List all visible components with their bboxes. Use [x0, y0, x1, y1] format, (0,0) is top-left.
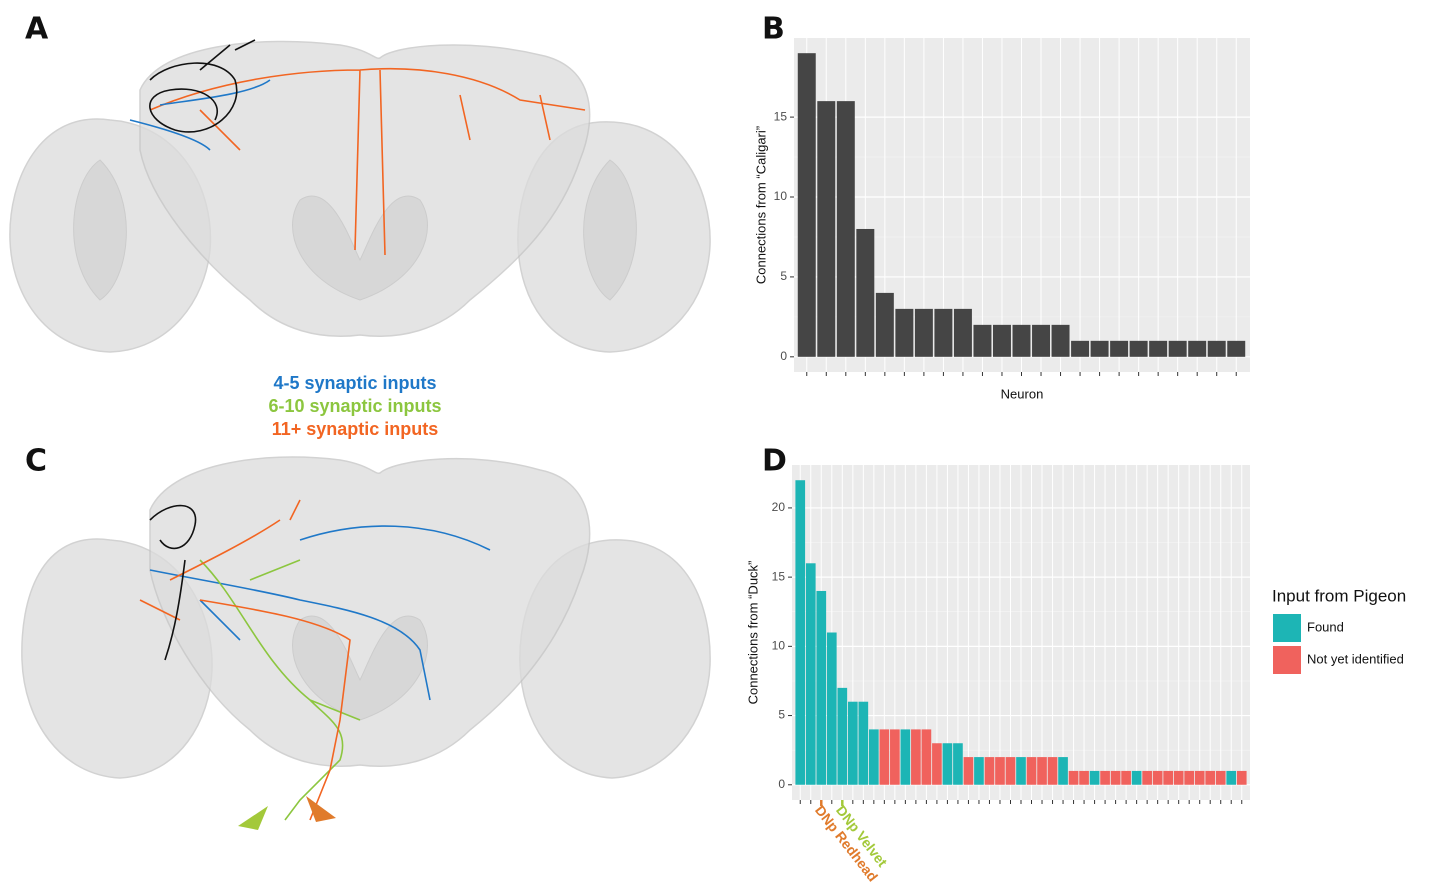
y-tick-label: 15 — [772, 569, 786, 583]
bar — [1130, 341, 1148, 357]
bar — [985, 757, 995, 785]
panel-label: B — [762, 12, 785, 47]
brain-c — [22, 457, 710, 830]
bar — [995, 757, 1005, 785]
bar — [974, 757, 984, 785]
bar — [1027, 757, 1037, 785]
bar — [1048, 757, 1058, 785]
bar — [1006, 757, 1016, 785]
bar — [953, 743, 963, 785]
bar — [1188, 341, 1206, 357]
bar — [1090, 771, 1100, 785]
bar — [901, 729, 911, 784]
panel-label: D — [762, 444, 787, 479]
bar — [1208, 341, 1226, 357]
bar — [911, 729, 921, 784]
brain-legend-entry: 6-10 synaptic inputs — [268, 396, 441, 416]
bar — [1184, 771, 1194, 785]
bar — [1037, 757, 1047, 785]
bar — [1111, 771, 1121, 785]
bar — [1227, 341, 1245, 357]
bar — [1121, 771, 1131, 785]
legend-swatch — [1273, 646, 1301, 674]
bar — [915, 309, 933, 357]
bar — [932, 743, 942, 785]
legend-label: Found — [1307, 619, 1344, 634]
bar — [1052, 325, 1070, 357]
y-tick-label: 10 — [772, 639, 786, 653]
bar — [922, 729, 932, 784]
bar — [1132, 771, 1142, 785]
y-tick-label: 20 — [772, 500, 786, 514]
bar — [1226, 771, 1236, 785]
bar — [964, 757, 974, 785]
bar — [806, 563, 816, 784]
bar — [1071, 341, 1089, 357]
y-tick-label: 5 — [778, 708, 785, 722]
bar — [993, 325, 1011, 357]
brain-legend-entry: 4-5 synaptic inputs — [273, 373, 436, 393]
bar — [869, 729, 879, 784]
bar — [1091, 341, 1109, 357]
bar — [858, 702, 868, 785]
bar — [880, 729, 890, 784]
bar — [1069, 771, 1079, 785]
bar — [837, 688, 847, 785]
y-axis-title: Connections from “Caligari” — [753, 126, 768, 284]
bar — [856, 229, 874, 357]
bar — [1237, 771, 1247, 785]
bar — [973, 325, 991, 357]
bar — [1149, 341, 1167, 357]
bar — [895, 309, 913, 357]
bar — [1169, 341, 1187, 357]
bar — [817, 101, 835, 357]
bar — [934, 309, 952, 357]
bar — [798, 53, 816, 357]
y-tick-label: 15 — [774, 109, 788, 123]
bar — [1032, 325, 1050, 357]
bar — [795, 480, 805, 785]
bar — [1153, 771, 1163, 785]
bar — [837, 101, 855, 357]
bar — [890, 729, 900, 784]
y-tick-label: 5 — [780, 269, 787, 283]
bar — [1216, 771, 1226, 785]
figure: A B C D 4-5 synaptic inputs 6-10 synaptic inp… — [0, 0, 1442, 894]
panel-label: A — [25, 12, 49, 47]
bar — [1110, 341, 1128, 357]
legend-title: Input from Pigeon — [1272, 586, 1406, 605]
brain-a — [10, 40, 710, 352]
bar — [1016, 757, 1026, 785]
bar — [1079, 771, 1089, 785]
bar — [816, 591, 826, 785]
bar — [1205, 771, 1215, 785]
bar — [954, 309, 972, 357]
legend-label: Not yet identified — [1307, 651, 1404, 666]
bar — [1142, 771, 1152, 785]
bar — [1100, 771, 1110, 785]
bar — [1058, 757, 1068, 785]
bar — [876, 293, 894, 357]
bar — [1013, 325, 1031, 357]
y-tick-label: 0 — [780, 349, 787, 363]
x-axis-title: Neuron — [1001, 386, 1044, 401]
y-tick-label: 10 — [774, 189, 788, 203]
bar — [827, 633, 837, 785]
y-axis-title: Connections from “Duck” — [745, 561, 760, 705]
bar — [943, 743, 953, 785]
panel-label: C — [25, 444, 47, 479]
y-tick-label: 0 — [778, 777, 785, 791]
legend-swatch — [1273, 614, 1301, 642]
bar — [848, 702, 858, 785]
bar — [1163, 771, 1173, 785]
bar — [1174, 771, 1184, 785]
brain-legend-entry: 11+ synaptic inputs — [272, 419, 439, 439]
bar — [1195, 771, 1205, 785]
